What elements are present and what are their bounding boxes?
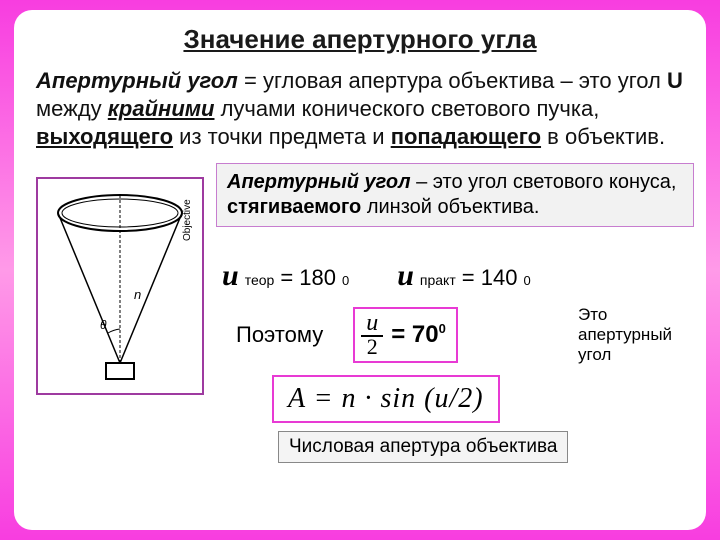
diagram-n-label: n (134, 287, 141, 302)
half-angle-box: u 2 = 700 (353, 307, 458, 363)
u-symbol-pract: u (397, 259, 414, 293)
slide-card: Значение апертурного угла Апертурный уго… (14, 10, 706, 530)
u-symbol-theor: u (222, 259, 239, 293)
side-note: Это апертурный угол (578, 305, 686, 364)
diagram-svg: Objective n θ (38, 179, 202, 393)
definition-paragraph: Апертурный угол = угловая апертура объек… (36, 67, 684, 151)
therefore-label: Поэтому (236, 322, 323, 348)
angle-values-row: uтеор = 1800 uпракт = 1400 (222, 259, 692, 293)
formula-caption: Числовая апертура объектива (278, 431, 568, 463)
diagram-theta-label: θ (100, 318, 107, 332)
definition-box-2: Апертурный угол – это угол светового кон… (216, 163, 694, 227)
cone-diagram: Objective n θ (36, 177, 204, 395)
diagram-objective-label: Objective (182, 199, 193, 241)
fraction: u 2 (361, 312, 383, 358)
aperture-formula: A = n · sin (u/2) (272, 375, 500, 423)
term: Апертурный угол (36, 68, 238, 93)
slide-title: Значение апертурного угла (36, 24, 684, 55)
